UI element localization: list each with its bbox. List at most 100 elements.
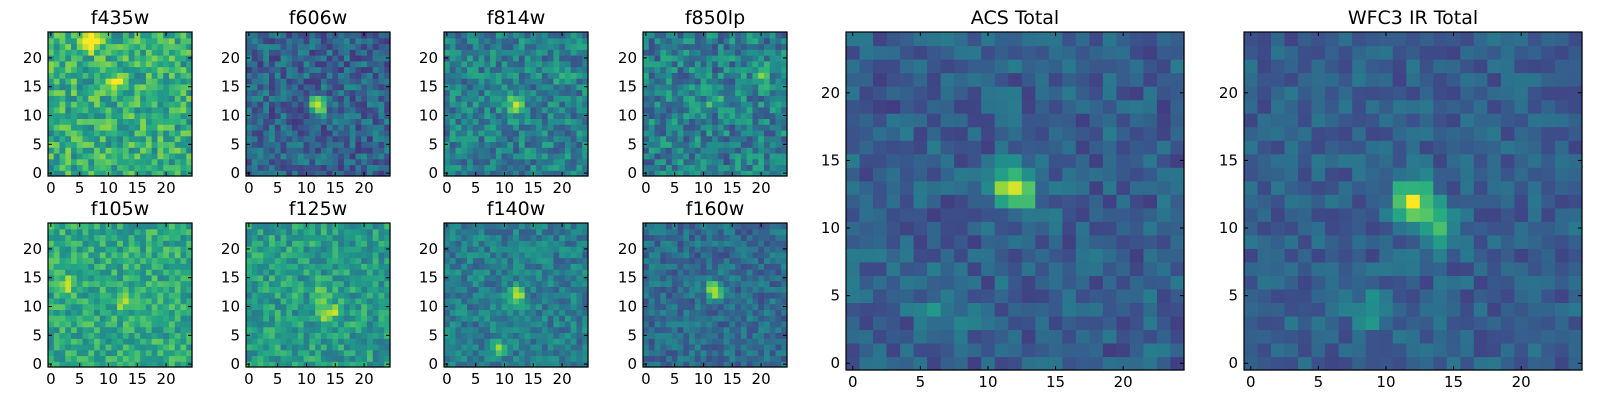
heatmap-cell <box>326 292 333 299</box>
heatmap-cell <box>694 158 702 166</box>
heatmap-cell <box>729 135 736 143</box>
heatmap-cell <box>729 124 736 131</box>
heatmap-cell <box>320 83 328 91</box>
heatmap-cell <box>292 361 299 368</box>
heatmap-cell <box>694 72 702 79</box>
heatmap-cell <box>455 234 462 241</box>
heatmap-cell <box>449 89 457 96</box>
heatmap-cell <box>180 124 187 131</box>
heatmap-cell <box>455 72 462 79</box>
heatmap-cell <box>320 118 328 125</box>
heatmap-cell <box>361 106 368 114</box>
heatmap-cell <box>582 152 589 160</box>
heatmap-cell <box>140 124 147 131</box>
heatmap-cell <box>467 361 474 368</box>
heatmap-cell <box>677 326 684 334</box>
heatmap-cell <box>355 309 362 316</box>
heatmap-cell <box>297 66 305 73</box>
heatmap-cell <box>735 164 742 171</box>
heatmap-cell <box>65 263 72 270</box>
heatmap-cell <box>378 32 385 39</box>
heatmap-cell <box>740 292 748 299</box>
heatmap-cell <box>366 124 374 131</box>
heatmap-cell <box>461 164 468 171</box>
heatmap-cell <box>94 124 101 131</box>
heatmap-cell <box>472 106 480 114</box>
heatmap-cell <box>758 158 765 166</box>
heatmap-cell <box>683 326 690 334</box>
heatmap-cell <box>297 118 305 125</box>
heatmap-cell <box>174 147 182 154</box>
heatmap-cell <box>157 269 164 276</box>
heatmap-cell <box>582 106 589 114</box>
heatmap-cell <box>444 269 451 276</box>
heatmap-cell <box>564 129 572 137</box>
heatmap-cell <box>65 320 72 328</box>
heatmap-cell <box>666 326 673 334</box>
heatmap-cell <box>530 112 537 119</box>
heatmap-cell <box>530 274 537 282</box>
heatmap-cell <box>361 118 368 125</box>
heatmap-cell <box>76 297 84 305</box>
heatmap-cell <box>455 60 462 68</box>
heatmap-cell <box>361 303 368 310</box>
heatmap-cell <box>303 147 310 154</box>
heatmap-cell <box>524 234 531 241</box>
heatmap-cell <box>71 280 78 287</box>
heatmap-cell <box>117 49 124 56</box>
heatmap-cell <box>338 129 345 137</box>
heatmap-cell <box>94 240 101 247</box>
heatmap-cell <box>501 60 508 68</box>
heatmap-cell <box>444 164 451 171</box>
heatmap-cell <box>366 309 374 316</box>
heatmap-cell <box>251 315 259 322</box>
y-tick-label: 5 <box>428 135 438 153</box>
heatmap-cell <box>163 101 170 108</box>
heatmap-cell <box>484 257 491 264</box>
heatmap-cell <box>111 228 118 236</box>
heatmap-cell <box>570 355 578 362</box>
heatmap-cell <box>666 60 673 68</box>
heatmap-cell <box>361 89 368 96</box>
heatmap-cell <box>366 269 374 276</box>
heatmap-cell <box>490 89 497 96</box>
heatmap-cell <box>274 297 282 305</box>
heatmap-cell <box>723 89 730 96</box>
heatmap-cell <box>507 338 514 345</box>
heatmap-cell <box>559 240 566 247</box>
heatmap-cell <box>746 343 754 351</box>
heatmap-cell <box>553 257 560 264</box>
heatmap-cell <box>490 49 497 56</box>
heatmap-cell <box>117 106 124 114</box>
heatmap-cell <box>59 263 66 270</box>
heatmap-cell <box>372 72 380 79</box>
heatmap-cell <box>263 32 270 39</box>
heatmap-cell <box>134 280 141 287</box>
heatmap-cell <box>735 343 742 351</box>
heatmap-cell <box>134 228 141 236</box>
heatmap-cell <box>781 286 788 293</box>
heatmap-cell <box>186 78 193 85</box>
heatmap-cell <box>444 118 451 125</box>
heatmap-cell <box>513 355 520 362</box>
heatmap-cell <box>168 112 176 119</box>
heatmap-cell <box>643 147 650 154</box>
heatmap-cell <box>758 49 765 56</box>
heatmap-cell <box>263 72 270 79</box>
heatmap-cell <box>683 338 690 345</box>
heatmap-cell <box>735 106 742 114</box>
heatmap-cell <box>140 141 147 148</box>
heatmap-cell <box>94 89 101 96</box>
heatmap-cell <box>570 263 578 270</box>
heatmap-cell <box>455 355 462 362</box>
heatmap-cell <box>461 89 468 96</box>
heatmap-cell <box>553 141 560 148</box>
heatmap-cell <box>449 147 457 154</box>
heatmap-cell <box>111 361 118 368</box>
heatmap-cell <box>723 55 730 62</box>
heatmap-cell <box>163 309 170 316</box>
heatmap-cell <box>59 43 66 50</box>
heatmap-cell <box>648 43 656 50</box>
heatmap-cell <box>157 280 164 287</box>
heatmap-cell <box>251 361 259 368</box>
